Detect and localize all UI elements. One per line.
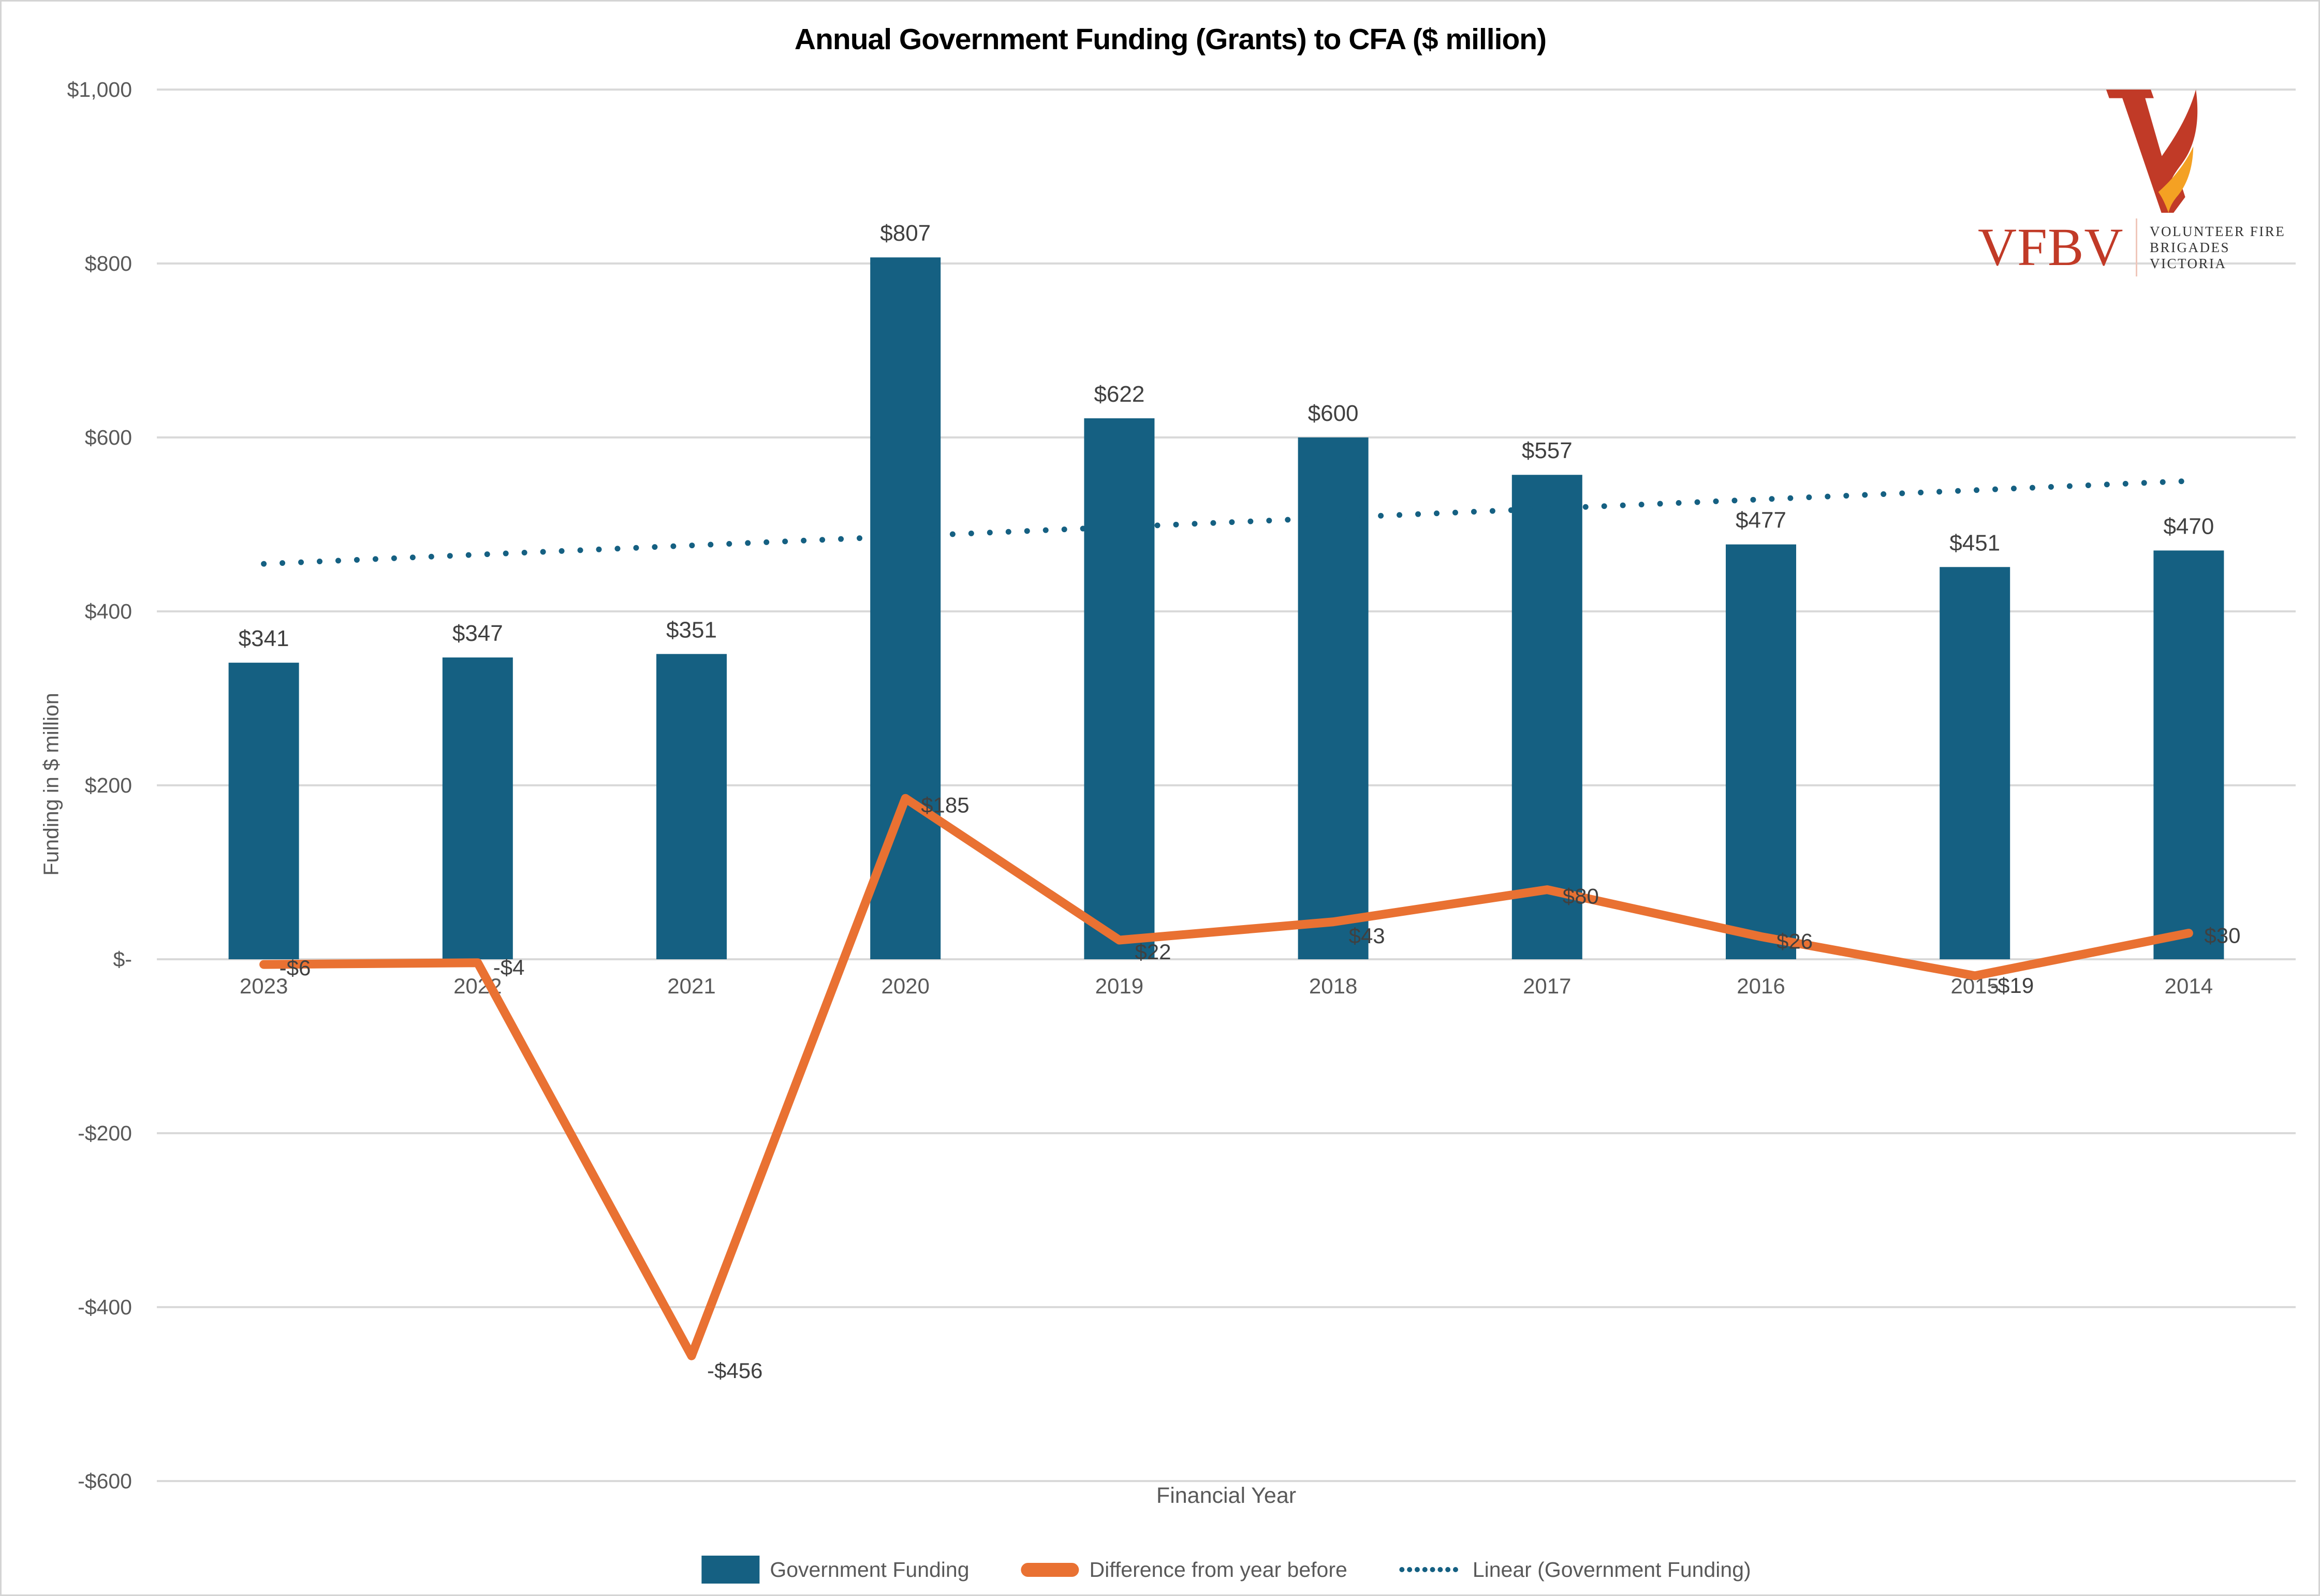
bar-value-label: $600 xyxy=(1308,401,1359,426)
trendline-linear xyxy=(261,478,2192,567)
vfbv-logo: VFBV VOLUNTEER FIRE BRIGADES VICTORIA xyxy=(1978,90,2288,276)
x-tick-label: 2016 xyxy=(1737,974,1785,998)
bar-2017 xyxy=(1511,475,1582,959)
y-tick-label: $600 xyxy=(85,426,132,449)
line-point-label: $30 xyxy=(2204,924,2240,948)
x-tick-label: 2014 xyxy=(2165,974,2213,998)
bar-series-swatch xyxy=(701,1556,760,1584)
line-point-label: $26 xyxy=(1776,929,1813,953)
line-point-label: -$6 xyxy=(280,956,311,980)
x-tick-label: 2019 xyxy=(1095,974,1143,998)
bar-value-label: $477 xyxy=(1736,508,1786,533)
bar-value-label: $341 xyxy=(239,626,289,651)
y-tick-label: $1,000 xyxy=(67,78,132,101)
legend: Government Funding Difference from year … xyxy=(701,1556,1751,1584)
x-tick-label: 2021 xyxy=(667,974,715,998)
legend-item-linear-trend: Linear (Government Funding) xyxy=(1399,1558,1751,1582)
line-point-label: -$19 xyxy=(1990,973,2034,998)
line-point-label: $185 xyxy=(921,793,969,817)
y-tick-label: $- xyxy=(113,947,132,971)
bar-2015 xyxy=(1940,567,2010,959)
logo-divider xyxy=(2136,218,2137,276)
y-tick-label: -$400 xyxy=(78,1295,132,1319)
bar-2022 xyxy=(442,657,513,959)
x-tick-label: 2020 xyxy=(881,974,929,998)
y-tick-label: $400 xyxy=(85,599,132,623)
trendline-swatch xyxy=(1399,1567,1462,1572)
vfbv-wordmark: VFBV xyxy=(1978,217,2124,277)
line-series-swatch xyxy=(1021,1562,1079,1577)
legend-item-difference: Difference from year before xyxy=(1021,1558,1347,1582)
legend-item-government-funding: Government Funding xyxy=(701,1556,970,1584)
logo-org-name: VOLUNTEER FIRE BRIGADES VICTORIA xyxy=(2150,223,2286,271)
line-point-label: -$4 xyxy=(493,955,525,979)
bar-value-label: $470 xyxy=(2163,514,2214,539)
bar-2019 xyxy=(1084,418,1155,959)
bar-value-label: $557 xyxy=(1522,438,1573,463)
bar-2020 xyxy=(870,257,941,959)
bar-value-label: $347 xyxy=(452,621,503,646)
line-point-label: -$456 xyxy=(707,1358,762,1383)
bar-2014 xyxy=(2153,550,2224,959)
chart-title: Annual Government Funding (Grants) to CF… xyxy=(794,23,1547,56)
bar-value-label: $351 xyxy=(666,617,717,642)
x-tick-label: 2017 xyxy=(1523,974,1571,998)
y-tick-label: -$200 xyxy=(78,1121,132,1145)
y-axis-title: Funding in $ million xyxy=(39,693,63,876)
line-point-label: $43 xyxy=(1349,924,1385,948)
x-tick-label: 2018 xyxy=(1309,974,1357,998)
bar-2021 xyxy=(656,654,727,959)
flame-icon xyxy=(2101,90,2288,215)
difference-line xyxy=(259,794,2193,1360)
line-point-label: $22 xyxy=(1135,940,1171,964)
bar-value-label: $807 xyxy=(880,221,931,246)
y-tick-label: $200 xyxy=(85,773,132,797)
bar-2018 xyxy=(1298,437,1369,959)
bar-value-label: $451 xyxy=(1949,530,2000,555)
x-axis-title: Financial Year xyxy=(1156,1483,1297,1508)
bar-2016 xyxy=(1726,544,1796,959)
x-tick-label: 2023 xyxy=(240,974,288,998)
y-tick-label: -$600 xyxy=(78,1469,132,1493)
y-tick-label: $800 xyxy=(85,252,132,275)
line-point-label: $80 xyxy=(1563,884,1599,909)
bar-2023 xyxy=(228,663,299,959)
bar-value-label: $622 xyxy=(1094,382,1144,407)
